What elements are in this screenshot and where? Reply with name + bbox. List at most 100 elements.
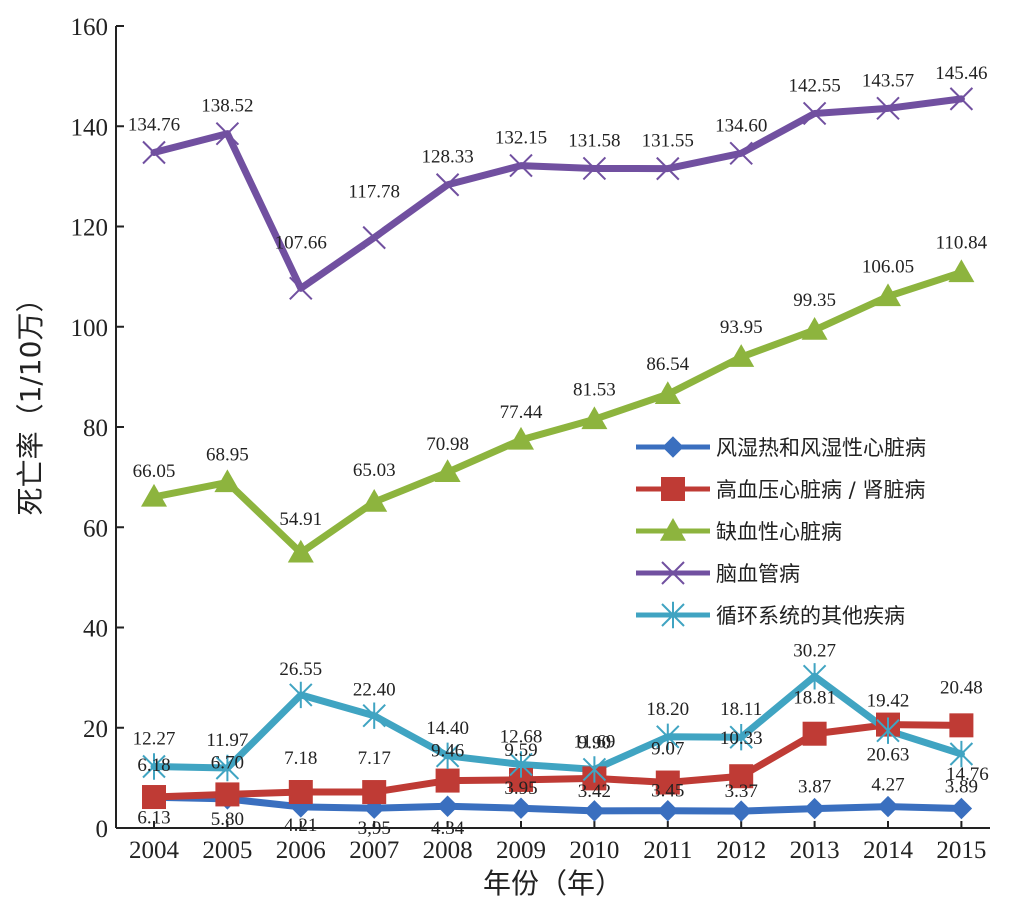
- y-tick-label: 40: [83, 616, 108, 643]
- data-label-other-circulatory: 18.20: [646, 699, 689, 720]
- data-label-other-circulatory: 14.76: [946, 764, 989, 785]
- data-point-cerebrovascular: [949, 87, 974, 111]
- x-tick-label: 2015: [936, 837, 986, 864]
- data-point-cerebrovascular: [802, 101, 827, 126]
- x-axis-title: 年份（年）: [483, 867, 623, 900]
- legend-marker-rheumatic: [662, 436, 684, 458]
- y-axis-title: 死亡率（1/10万）: [14, 285, 47, 516]
- data-point-hypertensive: [729, 764, 754, 789]
- series-lines: [150, 95, 965, 815]
- data-label-hypertensive: 6.18: [137, 755, 170, 776]
- data-label-hypertensive: 10.33: [720, 728, 763, 749]
- series-line-hypertensive: [150, 721, 965, 801]
- data-label-cerebrovascular: 107.66: [275, 232, 327, 253]
- data-point-other-circulatory: [509, 751, 533, 778]
- data-point-cerebrovascular: [876, 96, 900, 121]
- data-point-rheumatic: [950, 797, 973, 820]
- y-tick-label: 20: [83, 716, 108, 743]
- data-label-ischemic: 77.44: [500, 402, 543, 423]
- data-point-rheumatic: [657, 799, 679, 822]
- data-label-rheumatic: 3.89: [945, 777, 978, 798]
- data-label-ischemic: 70.98: [426, 434, 469, 455]
- data-label-rheumatic: 5.80: [211, 809, 244, 830]
- legend-marker-hypertensive: [661, 477, 685, 501]
- data-labels: 6.13 5.80 4.21 3,95 4.34 3.95 3.42 3.45 3.37 3.87…: [128, 63, 989, 839]
- data-label-hypertensive: 9.07: [651, 739, 684, 760]
- data-label-ischemic: 81.53: [573, 379, 616, 400]
- x-tick-label: 2006: [276, 837, 326, 864]
- data-label-ischemic: 110.84: [936, 232, 988, 253]
- data-point-ischemic: [875, 283, 901, 307]
- data-label-rheumatic: 3.37: [725, 781, 758, 802]
- x-tick-label: 2007: [349, 837, 399, 864]
- data-label-other-circulatory: 11.69: [573, 731, 615, 752]
- data-point-other-circulatory: [582, 756, 607, 783]
- data-label-ischemic: 99.35: [793, 290, 836, 311]
- data-point-rheumatic: [877, 795, 899, 818]
- data-point-cerebrovascular: [509, 153, 533, 178]
- data-point-cerebrovascular: [362, 225, 386, 250]
- data-point-hypertensive: [802, 721, 827, 746]
- data-label-hypertensive: 9.46: [431, 741, 464, 762]
- series-line-rheumatic: [150, 793, 965, 815]
- data-point-rheumatic: [510, 797, 532, 819]
- data-point-ischemic: [434, 459, 461, 482]
- data-label-cerebrovascular: 134.60: [715, 115, 767, 136]
- y-tick-label: 0: [96, 816, 109, 843]
- legend-marker-other-circulatory: [661, 601, 685, 629]
- x-tick-label: 2004: [129, 837, 180, 864]
- data-point-hypertensive: [362, 780, 387, 805]
- chart-axes: 0 20 40 60 80 100 120 140 160 2004 2005 2006 2007 200…: [71, 14, 990, 864]
- data-label-other-circulatory: 12.27: [133, 728, 176, 749]
- legend-label-other-circulatory: 循环系统的其他疾病: [716, 604, 905, 628]
- data-label-rheumatic: 3.42: [578, 781, 611, 802]
- data-point-ischemic: [508, 426, 534, 450]
- legend-label-cerebrovascular: 脑血管病: [716, 562, 800, 586]
- y-tick-label: 100: [71, 315, 109, 342]
- data-point-cerebrovascular: [435, 173, 460, 197]
- x-tick-label: 2011: [643, 837, 692, 864]
- data-point-ischemic: [801, 317, 828, 340]
- x-tick-label: 2012: [716, 837, 766, 864]
- data-label-other-circulatory: 11.97: [206, 730, 248, 751]
- data-point-other-circulatory: [876, 717, 900, 744]
- data-label-rheumatic: 3,95: [358, 818, 391, 839]
- data-label-ischemic: 68.95: [206, 444, 249, 465]
- data-point-other-circulatory: [435, 742, 460, 770]
- data-point-ischemic: [728, 344, 755, 367]
- data-point-other-circulatory: [949, 740, 974, 768]
- data-label-rheumatic: 3.87: [798, 777, 831, 798]
- data-point-hypertensive: [215, 782, 240, 807]
- data-label-ischemic: 86.54: [646, 354, 689, 375]
- data-label-other-circulatory: 12.68: [500, 726, 543, 747]
- data-point-hypertensive: [435, 768, 460, 793]
- x-tick-label: 2009: [496, 837, 546, 864]
- data-point-hypertensive: [949, 713, 974, 738]
- data-point-hypertensive: [288, 780, 313, 805]
- data-point-ischemic: [654, 381, 681, 404]
- data-label-hypertensive: 20.63: [867, 745, 910, 766]
- data-point-hypertensive: [655, 770, 680, 795]
- data-point-rheumatic: [730, 800, 752, 822]
- data-label-hypertensive: 7.17: [358, 748, 391, 769]
- data-point-cerebrovascular: [729, 141, 753, 166]
- data-label-rheumatic: 4.21: [284, 815, 317, 836]
- data-label-cerebrovascular: 131.58: [568, 130, 620, 151]
- data-label-ischemic: 93.95: [720, 317, 763, 338]
- data-point-other-circulatory: [729, 724, 753, 751]
- data-label-ischemic: 65.03: [353, 460, 396, 481]
- data-point-other-circulatory: [215, 754, 240, 782]
- data-label-cerebrovascular: 145.46: [935, 63, 987, 84]
- data-point-ischemic: [287, 539, 314, 563]
- data-point-rheumatic: [436, 795, 459, 817]
- legend-marker-cerebrovascular: [661, 561, 685, 585]
- x-tick-label: 2010: [569, 837, 619, 864]
- legend-label-hypertensive: 高血压心脏病 / 肾脏病: [716, 478, 925, 502]
- data-label-rheumatic: 6.13: [137, 807, 170, 828]
- data-point-other-circulatory: [142, 753, 166, 780]
- data-label-hypertensive: 7.18: [284, 748, 317, 769]
- x-tick-label: 2008: [423, 837, 473, 864]
- x-tick-label: 2014: [863, 837, 914, 864]
